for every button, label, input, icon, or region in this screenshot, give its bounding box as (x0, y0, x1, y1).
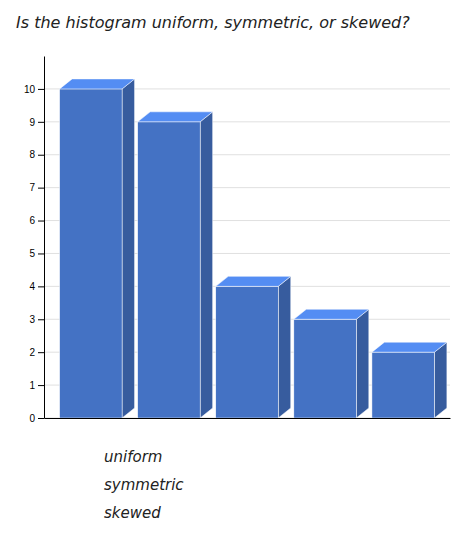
bar-side (278, 276, 290, 418)
y-tick-mark (38, 352, 44, 353)
y-tick-mark (38, 418, 44, 419)
bar-side (122, 79, 134, 418)
y-tick-mark (38, 286, 44, 287)
bar-3d (372, 342, 447, 418)
y-tick: 0 (29, 413, 44, 424)
x-axis-line (45, 418, 451, 419)
bars (60, 79, 447, 418)
y-tick: 1 (29, 380, 44, 391)
y-tick-label: 0 (29, 413, 35, 424)
y-tick: 9 (29, 117, 44, 128)
y-tick-mark (38, 89, 44, 90)
bar-3d (138, 112, 213, 418)
bar (294, 319, 356, 418)
y-tick-mark (38, 188, 44, 189)
annotation: uniform (104, 448, 162, 466)
bar-side (434, 342, 446, 418)
bar-3d (60, 79, 135, 418)
y-tick-label: 7 (29, 182, 35, 193)
y-tick: 10 (24, 84, 44, 95)
y-tick-label: 10 (24, 84, 36, 95)
y-tick-label: 2 (29, 347, 35, 358)
x-axis (45, 418, 451, 419)
bar-3d (294, 309, 369, 418)
y-tick-label: 8 (29, 149, 35, 160)
y-tick-label: 6 (29, 215, 35, 226)
y-tick: 3 (29, 314, 44, 325)
chart: Is the histogram uniform, symmetric, or … (0, 0, 474, 542)
bar (138, 122, 200, 418)
y-tick-mark (38, 122, 44, 123)
grid (44, 89, 450, 418)
bar (372, 352, 434, 418)
y-tick-mark (38, 385, 44, 386)
bar-side (200, 112, 212, 418)
y-tick: 2 (29, 347, 44, 358)
bar-top (294, 309, 369, 319)
title: Is the histogram uniform, symmetric, or … (16, 13, 410, 32)
y-tick-mark (38, 221, 44, 222)
y-tick: 5 (29, 248, 44, 259)
y-tick-mark (38, 253, 44, 254)
bar-side (356, 309, 368, 418)
y-tick-mark (38, 319, 44, 320)
y-tick-label: 5 (29, 248, 35, 259)
bar-top (216, 276, 291, 286)
annotation: skewed (104, 504, 161, 522)
bar-top (60, 79, 135, 89)
bar-top (138, 112, 213, 122)
bar-3d (216, 276, 291, 418)
plot: 0 1 2 3 4 5 6 7 8 9 10 (24, 57, 451, 424)
y-tick-label: 4 (29, 281, 35, 292)
y-tick: 7 (29, 182, 44, 193)
y-tick: 8 (29, 149, 44, 160)
y-tick-mark (38, 155, 44, 156)
y-tick-label: 3 (29, 314, 35, 325)
bar-top (372, 342, 447, 352)
bar (60, 89, 122, 418)
y-tick: 4 (29, 281, 44, 292)
y-tick-label: 9 (29, 117, 35, 128)
bar (216, 286, 278, 418)
y-axis-line (44, 57, 45, 419)
y-tick-label: 1 (29, 380, 35, 391)
y-tick: 6 (29, 215, 44, 226)
y-axis: 0 1 2 3 4 5 6 7 8 9 10 (24, 57, 45, 424)
annotation: symmetric (104, 476, 184, 494)
